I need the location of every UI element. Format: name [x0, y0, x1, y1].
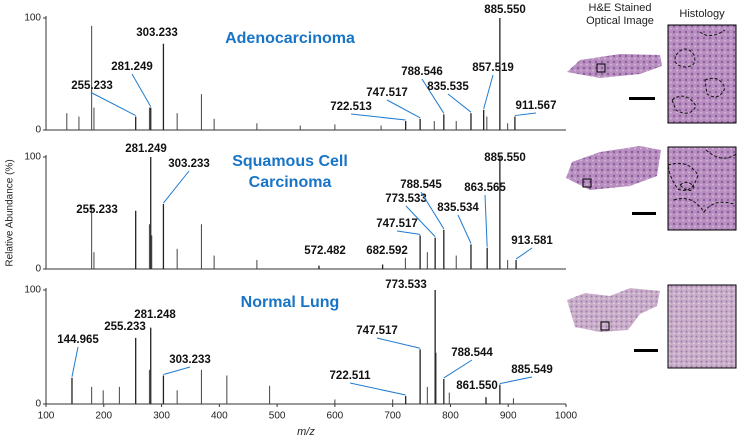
tumor-outline: [667, 149, 737, 213]
leader-line: [499, 376, 533, 385]
peak-label: 255.233: [76, 204, 118, 216]
leader-line: [349, 382, 406, 396]
histology-image: [667, 24, 737, 124]
he-images: [566, 54, 662, 352]
histology-image: [667, 284, 737, 369]
peak-label: 857.519: [472, 62, 514, 74]
leader-line: [71, 346, 79, 377]
panel-title: Adenocarcinoma: [225, 30, 355, 47]
peak-label: 281.249: [125, 143, 167, 155]
y-tick-label: 100: [24, 13, 41, 24]
histology-image: [667, 146, 737, 231]
y-axis-label: Relative Abundance (%): [5, 159, 16, 266]
leader-line: [514, 112, 537, 117]
peak-label: 773.533: [385, 193, 427, 205]
panel-title: Normal Lung: [240, 294, 340, 311]
scale-bar: [634, 349, 658, 352]
peak-label: 722.513: [330, 101, 372, 113]
x-tick-label: 300: [153, 411, 170, 422]
roi-box: [600, 321, 610, 331]
peak-label: 885.549: [511, 364, 553, 376]
x-tick-label: 800: [442, 411, 459, 422]
peak-label: 144.965: [57, 334, 99, 346]
leader-line: [386, 99, 421, 119]
leader-line: [350, 113, 406, 121]
leader-line: [405, 205, 436, 237]
scale-bar: [629, 97, 655, 100]
leader-line: [515, 247, 533, 260]
x-tick-label: 600: [327, 411, 344, 422]
x-axis-label: m/z: [297, 426, 315, 438]
peak-label: 835.535: [427, 81, 469, 93]
peak-label: 572.482: [304, 245, 346, 257]
leader-line: [443, 359, 473, 379]
peak-label: 303.233: [168, 158, 210, 170]
peak-label: 303.233: [169, 354, 211, 366]
x-tick-label: 100: [38, 411, 55, 422]
leader-line: [131, 73, 152, 107]
peak-label: 281.249: [111, 61, 153, 73]
peak-label: 722.511: [330, 370, 372, 382]
leader-line: [483, 74, 494, 109]
x-tick-label: 900: [500, 411, 517, 422]
tissue-section: [566, 146, 661, 190]
x-tick-label: 200: [95, 411, 112, 422]
peak-label: 788.545: [400, 179, 442, 191]
peak-label: 747.517: [376, 218, 418, 230]
x-tick-label: 500: [269, 411, 286, 422]
peak-label: 863.565: [464, 182, 506, 194]
y-tick-label: 0: [35, 399, 41, 410]
y-tick-label: 100: [24, 152, 41, 163]
peak-label: 911.567: [516, 100, 557, 112]
x-tick-label: 1000: [555, 411, 578, 422]
image-column-header: H&E Stained Optical Image: [586, 2, 654, 27]
peak-label: 682.592: [366, 245, 408, 257]
leader-line: [421, 78, 445, 114]
leader-line: [396, 230, 421, 235]
peak-label: 747.517: [356, 325, 398, 337]
peak-label: 885.550: [484, 4, 526, 16]
x-tick-label: 700: [384, 411, 401, 422]
peak-label: 835.534: [437, 202, 479, 214]
peak-label: 788.546: [401, 66, 443, 78]
leader-line: [163, 366, 191, 375]
image-column-header: Histology: [679, 8, 725, 20]
peak-label: 255.233: [104, 321, 146, 333]
leader-line: [163, 170, 190, 204]
leader-line: [484, 194, 488, 247]
tissue-section: [567, 288, 660, 332]
leader-line: [420, 191, 445, 230]
peak-label: 913.581: [511, 235, 553, 247]
roi-box: [596, 63, 606, 73]
peak-label: 747.517: [366, 87, 408, 99]
tumor-outline: [671, 29, 726, 114]
peak-label: 885.550: [484, 152, 526, 164]
roi-box: [582, 178, 592, 188]
panel-title: Squamous Cell Carcinoma: [232, 153, 348, 191]
leader-line: [91, 92, 136, 117]
y-tick-label: 100: [24, 285, 41, 296]
peak-label: 303.233: [136, 27, 178, 39]
y-tick-label: 0: [35, 125, 41, 136]
leader-line: [447, 93, 472, 113]
y-tick-label: 0: [35, 264, 41, 275]
tissue-section: [567, 54, 662, 78]
peak-label: 773.533: [385, 279, 427, 291]
peak-label: 281.248: [134, 309, 176, 321]
scale-bar: [632, 212, 656, 215]
peak-label: 861.550: [456, 380, 498, 392]
peak-label: 788.544: [451, 347, 493, 359]
leader-line: [376, 337, 421, 349]
leader-line: [457, 214, 472, 244]
peak-label: 255.233: [71, 80, 113, 92]
histology-images: [667, 24, 737, 369]
x-tick-label: 400: [211, 411, 228, 422]
